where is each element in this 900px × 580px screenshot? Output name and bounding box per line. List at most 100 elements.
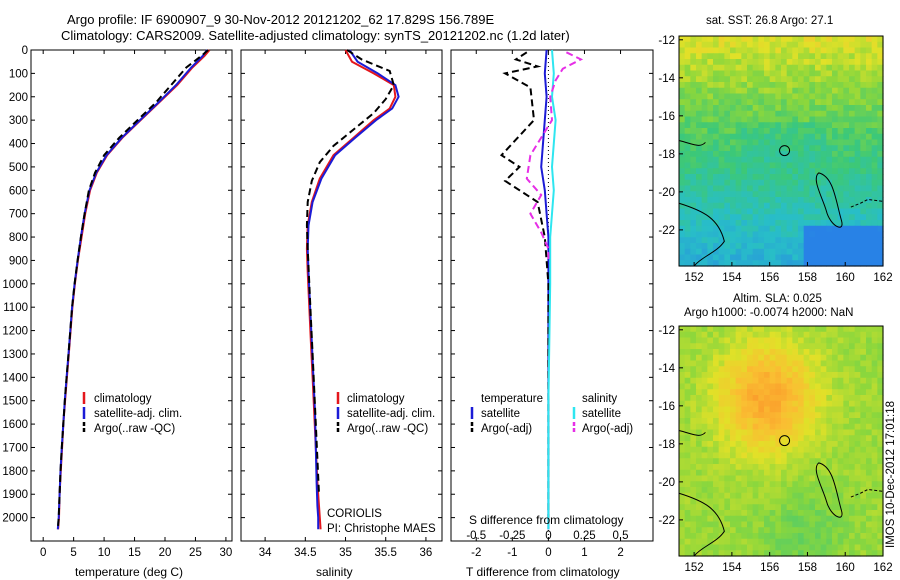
map-cell [707, 156, 714, 164]
map-cell [752, 538, 759, 546]
map-cell [735, 389, 742, 396]
map-cell [866, 487, 873, 494]
map-cell [769, 260, 776, 267]
map-cell [854, 435, 861, 442]
map-cell [735, 349, 742, 356]
map-cell [764, 331, 771, 339]
map-cell [809, 99, 816, 106]
map-cell [798, 441, 805, 448]
map-cell [786, 538, 793, 546]
map-cell [809, 133, 816, 141]
map-cell [786, 464, 793, 471]
map-cell [786, 202, 793, 210]
map-cell [690, 406, 697, 413]
map-cell [837, 400, 844, 408]
map-cell [701, 185, 708, 192]
map-cell [718, 76, 725, 83]
map-cell [843, 87, 850, 95]
map-cell [803, 162, 810, 169]
map-cell [826, 208, 833, 215]
map-cell [798, 231, 805, 238]
map-cell [803, 429, 810, 436]
map-cell [730, 87, 737, 95]
map-cell [843, 179, 850, 187]
map-cell [781, 36, 788, 43]
map-cell [803, 87, 810, 95]
map-cell [809, 481, 816, 488]
series-line [306, 49, 400, 530]
map-cell [764, 429, 771, 436]
map-cell [792, 185, 799, 192]
map-cell [690, 487, 697, 494]
map-cell [735, 214, 742, 221]
map-cell [707, 544, 714, 551]
map-cell [741, 191, 748, 198]
map-cell [832, 423, 839, 431]
map-cell [713, 248, 720, 256]
map-cell [792, 498, 799, 505]
map-cell [741, 521, 748, 528]
map-cell [798, 145, 805, 152]
map-cell [764, 366, 771, 373]
map-cell [854, 504, 861, 511]
map-cell [826, 354, 833, 362]
map-cell [843, 162, 850, 169]
map-cell [849, 156, 856, 164]
map-cell [815, 197, 822, 204]
map-cell [747, 248, 754, 256]
map-cell [707, 47, 714, 54]
map-cell [758, 544, 765, 551]
map-cell [747, 191, 754, 198]
map-cell [854, 521, 861, 528]
map-cell [820, 464, 827, 471]
map-cell [860, 197, 867, 204]
map-cell [741, 231, 748, 238]
map-cell [871, 377, 878, 385]
map-cell [769, 435, 776, 442]
y-tick-label: 1300 [2, 349, 28, 361]
map-cell [792, 389, 799, 396]
map-cell [815, 498, 822, 505]
map-cell [684, 504, 691, 511]
map-cell [826, 435, 833, 442]
map-cell [815, 372, 822, 379]
map-cell [724, 429, 731, 436]
map-cell [820, 179, 827, 187]
map-cell [837, 383, 844, 390]
map-cell [786, 406, 793, 413]
map-cell [803, 156, 810, 164]
map-cell [713, 64, 720, 72]
map-cell [741, 168, 748, 175]
map-cell [713, 538, 720, 546]
map-cell [775, 464, 782, 471]
map-cell [701, 47, 708, 54]
map-cell [843, 76, 850, 83]
map-cell [860, 168, 867, 175]
map-cell [730, 343, 737, 350]
map-cell [679, 366, 686, 373]
map-cell [849, 105, 856, 112]
map-cell [730, 515, 737, 523]
map-cell [866, 168, 873, 175]
map-cell [815, 406, 822, 413]
map-cell [877, 550, 884, 557]
map-cell [724, 174, 731, 181]
map-cell [679, 254, 686, 261]
map-cell [713, 243, 720, 250]
map-cell [871, 458, 878, 465]
map-cell [679, 515, 686, 523]
map-cell [854, 260, 861, 267]
map-cell [792, 105, 799, 112]
map-cell [781, 521, 788, 528]
map-cell [707, 406, 714, 413]
map-cell [832, 128, 839, 135]
map-cell [730, 122, 737, 129]
map-cell [820, 510, 827, 517]
map-cell [718, 441, 725, 448]
map-cell [809, 366, 816, 373]
map-cell [877, 423, 884, 431]
map-cell [837, 231, 844, 238]
map-cell [730, 128, 737, 135]
difference-xlabel-bottom: T difference from climatology [466, 565, 620, 579]
map-cell [764, 360, 771, 367]
